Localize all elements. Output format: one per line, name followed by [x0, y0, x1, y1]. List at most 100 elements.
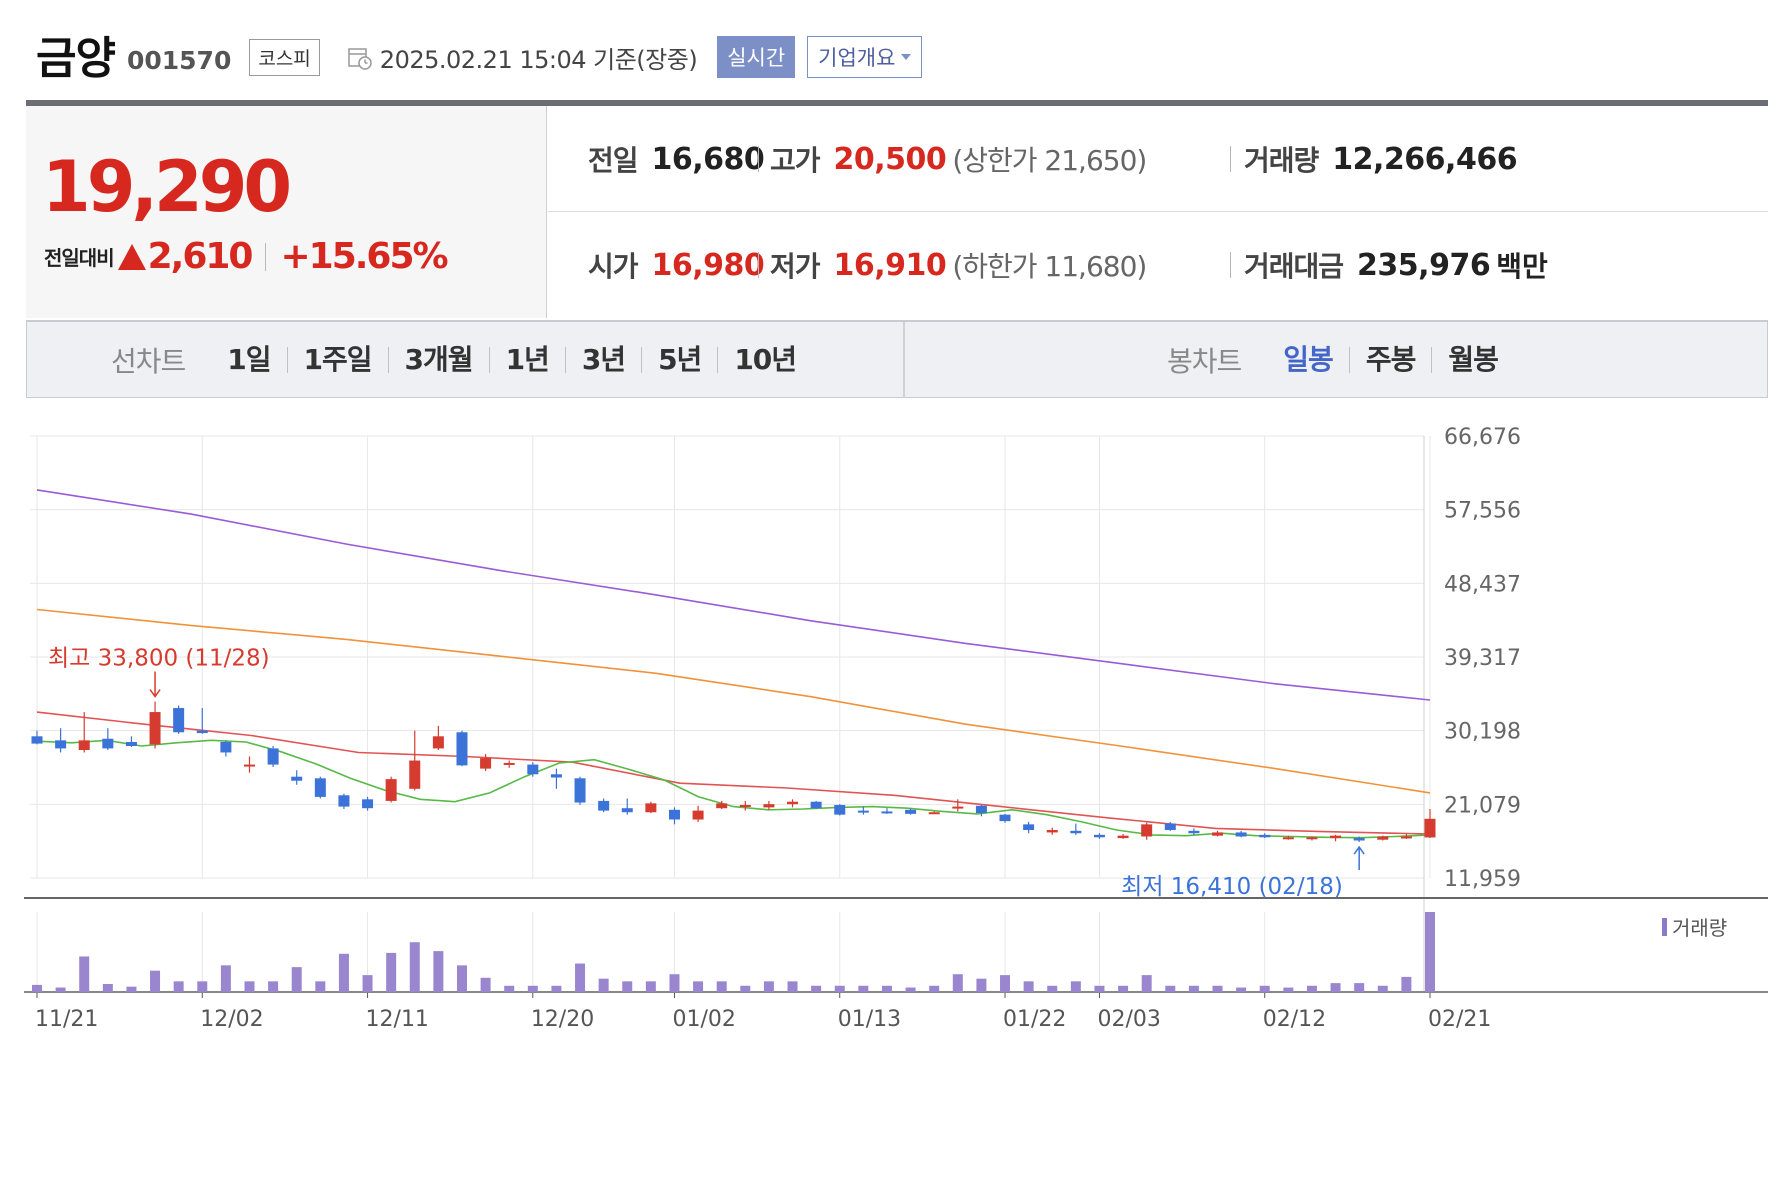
- volume-bar: [1283, 987, 1294, 992]
- volume-bar: [126, 986, 137, 992]
- line-chart-tabs: 선차트 1일 1주일 3개월 1년 3년 5년 10년: [111, 322, 812, 398]
- change-label: 전일대비: [44, 246, 115, 270]
- candle-body: [362, 799, 374, 809]
- candle-body: [503, 762, 515, 765]
- separator: [758, 252, 759, 278]
- open-label: 시가: [588, 250, 639, 283]
- volume-bar: [55, 987, 66, 992]
- candle-body: [1212, 832, 1224, 836]
- volume-bar: [787, 981, 798, 992]
- candle-body: [1235, 832, 1247, 837]
- candle-body: [1400, 836, 1412, 839]
- volume-bar: [669, 974, 680, 992]
- candle-body: [1377, 836, 1389, 840]
- volume-bar: [905, 987, 916, 992]
- volume-bar: [1259, 985, 1270, 992]
- stat-open: 시가 16,980: [588, 212, 765, 318]
- tab-3m[interactable]: 3개월: [389, 346, 490, 374]
- volume-legend-swatch: [1662, 918, 1667, 936]
- volume-bar: [220, 965, 231, 992]
- volume-bar: [504, 985, 515, 992]
- stock-header: 금양 001570 코스피 2025.02.21 15:04 기준(장중) 실시…: [36, 24, 923, 84]
- market-badge: 코스피: [249, 38, 320, 76]
- change-value: 2,610: [147, 236, 254, 277]
- candle-body: [291, 776, 303, 781]
- candle-body: [881, 811, 893, 814]
- volume-bar: [740, 985, 751, 992]
- stats-panel: 전일 16,680 고가 20,500 (상한가 21,650) 거래량 12,…: [548, 106, 1768, 318]
- tab-5y[interactable]: 5년: [642, 346, 719, 374]
- stats-row-2: 시가 16,980 저가 16,910 (하한가 11,680) 거래대금 23…: [548, 212, 1768, 318]
- company-overview-label: 기업개요: [818, 46, 896, 70]
- volume-legend-label: 거래량: [1672, 916, 1727, 940]
- volume-bar: [1000, 975, 1011, 992]
- tab-weekly[interactable]: 주봉: [1350, 346, 1433, 374]
- tab-monthly[interactable]: 월봉: [1448, 343, 1499, 376]
- volume-bar: [598, 978, 609, 992]
- x-tick-label: 02/12: [1263, 1007, 1326, 1032]
- tab-1y[interactable]: 1년: [490, 346, 566, 374]
- stock-code: 001570: [126, 45, 232, 75]
- candle-body: [173, 708, 185, 733]
- ma-line-20: [36, 711, 1431, 835]
- candle-body: [385, 779, 397, 801]
- x-tick-label: 11/21: [35, 1007, 98, 1032]
- volume-bar: [173, 981, 184, 992]
- realtime-button[interactable]: 실시간: [717, 36, 796, 78]
- x-tick-label: 01/02: [672, 1007, 735, 1032]
- separator: [265, 242, 267, 271]
- volume-bar: [456, 965, 467, 992]
- y-tick-label: 66,676: [1444, 425, 1521, 450]
- volume-bar: [268, 981, 279, 992]
- volume-bar: [1094, 985, 1105, 992]
- y-tick-label: 11,959: [1444, 867, 1521, 892]
- volume-bar: [834, 985, 845, 992]
- stat-prev-close: 전일 16,680: [588, 106, 765, 212]
- high-value: 20,500: [833, 141, 947, 177]
- open-value: 16,980: [651, 247, 765, 283]
- y-tick-label: 48,437: [1444, 572, 1521, 597]
- candle-body: [621, 808, 633, 813]
- candle-body: [527, 764, 539, 775]
- candle-body: [1188, 830, 1200, 834]
- candle-body: [149, 712, 161, 745]
- stats-row-1: 전일 16,680 고가 20,500 (상한가 21,650) 거래량 12,…: [548, 106, 1768, 212]
- candle-body: [78, 740, 90, 751]
- volume-bar: [1070, 981, 1081, 992]
- tab-daily[interactable]: 일봉: [1267, 346, 1350, 374]
- volume-bar: [362, 975, 373, 992]
- volume-bar: [1118, 985, 1129, 992]
- stock-name: 금양: [36, 33, 116, 84]
- volume-bar: [102, 984, 113, 992]
- candle-body: [1141, 824, 1153, 837]
- volume-bar: [79, 956, 90, 992]
- candle-body: [1023, 824, 1035, 831]
- candle-body: [1259, 834, 1271, 838]
- candle-body: [409, 760, 421, 789]
- tab-1d[interactable]: 1일: [211, 346, 288, 374]
- chart-canvas[interactable]: 66,676 57,556 48,437 39,317 30,198 21,079 11,9…: [0, 400, 1768, 1198]
- tab-3y[interactable]: 3년: [566, 346, 643, 374]
- amount-label: 거래대금: [1244, 250, 1344, 283]
- volume-bar: [858, 985, 869, 992]
- candle-body: [196, 730, 208, 734]
- volume-bar: [1188, 985, 1199, 992]
- amount-unit: 백만: [1496, 250, 1548, 283]
- x-tick-label: 01/22: [1003, 1007, 1066, 1032]
- ma-line-60: [36, 608, 1431, 794]
- volume-label: 거래량: [1244, 144, 1319, 177]
- tab-1w[interactable]: 1주일: [288, 346, 389, 374]
- tab-10y[interactable]: 10년: [734, 343, 797, 376]
- volume-bar: [693, 981, 704, 992]
- separator: [1230, 146, 1231, 172]
- volume-bar: [1236, 987, 1247, 992]
- candle-body: [692, 810, 704, 820]
- volume-bar: [551, 985, 562, 992]
- volume-bar: [1354, 983, 1365, 992]
- prev-close-value: 16,680: [651, 141, 765, 177]
- stat-high: 고가 20,500 (상한가 21,650): [770, 106, 1147, 212]
- candle-chart-label: 봉차트: [1167, 345, 1242, 378]
- y-tick-label: 39,317: [1444, 646, 1521, 671]
- x-tick-label: 02/21: [1428, 1007, 1491, 1032]
- company-overview-dropdown[interactable]: 기업개요: [807, 36, 923, 78]
